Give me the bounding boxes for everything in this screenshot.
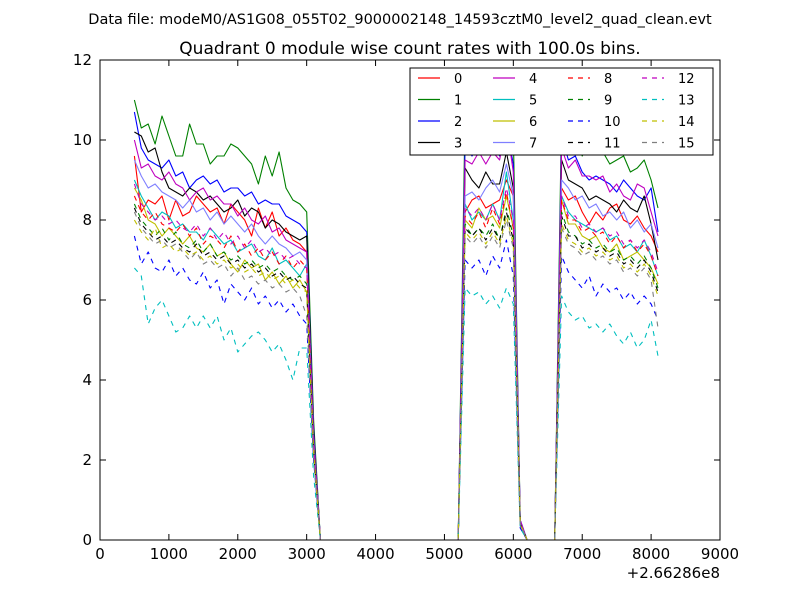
legend-label-8: 8: [604, 72, 612, 87]
x-tick-label: 0: [95, 545, 105, 563]
series-line-7: [133, 159, 659, 540]
x-offset-label: +2.66286e8: [627, 564, 720, 582]
series-line-4: [133, 123, 659, 540]
series-line-8: [133, 191, 659, 540]
y-tick-label: 12: [73, 51, 92, 69]
legend-label-13: 13: [678, 94, 695, 109]
x-tick-label: 3000: [288, 545, 326, 563]
series-line-14: [133, 215, 659, 540]
chart-title: Quadrant 0 module wise count rates with …: [179, 39, 640, 59]
series-line-3: [134, 131, 659, 540]
legend-label-0: 0: [454, 72, 462, 87]
series-line-11: [133, 207, 659, 540]
x-tick-label: 1000: [150, 545, 188, 563]
series-line-12: [133, 183, 659, 540]
legend-label-11: 11: [604, 137, 621, 152]
legend-label-15: 15: [678, 137, 695, 152]
legend-label-7: 7: [529, 137, 537, 152]
x-tick-label: 4000: [356, 545, 394, 563]
x-tick-label: 2000: [219, 545, 257, 563]
legend-label-2: 2: [454, 115, 462, 130]
y-tick-label: 0: [82, 531, 92, 549]
legend-frame: [409, 67, 714, 156]
x-axis: 0 1000 2000 3000 4000 5000 6000 7000 8000 9000: [95, 60, 739, 563]
series-line-5: [133, 171, 659, 540]
legend-label-10: 10: [604, 115, 621, 130]
x-tick-label: 5000: [425, 545, 463, 563]
legend-label-6: 6: [529, 115, 537, 130]
series-line-13: [133, 267, 659, 540]
x-tick-label: 6000: [494, 545, 532, 563]
series-line-15: [133, 211, 659, 540]
legend-label-12: 12: [678, 72, 695, 87]
legend-label-9: 9: [604, 94, 612, 109]
legend-label-3: 3: [454, 137, 462, 152]
y-tick-label: 10: [73, 131, 92, 149]
series-line-6: [133, 187, 659, 540]
legend-label-14: 14: [678, 115, 695, 130]
x-tick-label: 8000: [632, 545, 670, 563]
legend-label-1: 1: [454, 94, 462, 109]
series-line-2: [133, 111, 659, 540]
y-tick-label: 2: [82, 451, 92, 469]
x-tick-label: 9000: [701, 545, 739, 563]
legend-label-5: 5: [529, 94, 537, 109]
legend-label-4: 4: [529, 72, 537, 87]
y-tick-label: 4: [82, 371, 92, 389]
series-line-10: [133, 235, 659, 540]
y-tick-label: 8: [82, 211, 92, 229]
plot-area: [133, 99, 659, 540]
series-line-9: [133, 203, 659, 540]
x-tick-label: 7000: [563, 545, 601, 563]
y-tick-label: 6: [82, 291, 92, 309]
data-file-label: Data file: modeM0/AS1G08_055T02_90000021…: [88, 12, 712, 28]
series-line-0: [133, 155, 659, 540]
